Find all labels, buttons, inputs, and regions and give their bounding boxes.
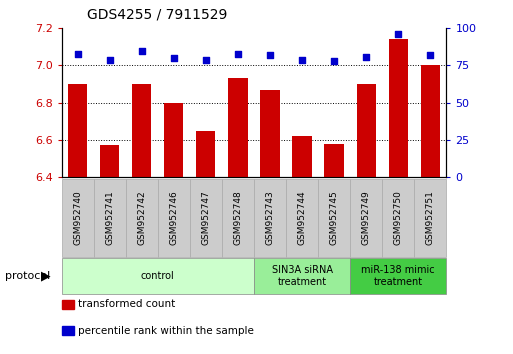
Bar (132, 84, 151, 177)
Text: GSM952742: GSM952742 (137, 190, 146, 245)
Text: GSM952740: GSM952740 (73, 190, 82, 245)
Bar (389, 40, 408, 177)
Text: GSM952743: GSM952743 (265, 190, 274, 245)
Text: transformed count: transformed count (78, 299, 175, 309)
Text: protocol: protocol (5, 271, 50, 281)
Bar (196, 131, 215, 177)
Text: miR-138 mimic
treatment: miR-138 mimic treatment (361, 265, 435, 287)
Point (330, 58, 338, 64)
Point (234, 51, 242, 56)
Point (266, 52, 274, 58)
Text: GSM952750: GSM952750 (393, 190, 403, 245)
Bar (228, 79, 247, 177)
Bar (100, 145, 119, 177)
Bar (68, 84, 87, 177)
Text: GDS4255 / 7911529: GDS4255 / 7911529 (87, 7, 228, 21)
Bar (421, 65, 440, 177)
Point (106, 57, 114, 62)
Text: GSM952745: GSM952745 (329, 190, 339, 245)
Text: control: control (141, 271, 174, 281)
Text: percentile rank within the sample: percentile rank within the sample (78, 326, 254, 336)
Point (73, 51, 82, 56)
Text: GSM952744: GSM952744 (298, 190, 307, 245)
Bar (324, 144, 344, 177)
Text: GSM952741: GSM952741 (105, 190, 114, 245)
Bar (292, 136, 311, 177)
Point (394, 32, 402, 37)
Point (202, 57, 210, 62)
Point (298, 57, 306, 62)
Text: GSM952746: GSM952746 (169, 190, 179, 245)
Point (362, 54, 370, 59)
Text: GSM952751: GSM952751 (426, 190, 435, 245)
Point (426, 52, 435, 58)
Text: ▶: ▶ (42, 270, 51, 282)
Bar (357, 84, 376, 177)
Bar (260, 90, 280, 177)
Text: GSM952747: GSM952747 (201, 190, 210, 245)
Point (170, 55, 178, 61)
Text: GSM952749: GSM952749 (362, 190, 371, 245)
Point (137, 48, 146, 53)
Bar (164, 103, 184, 177)
Text: GSM952748: GSM952748 (233, 190, 243, 245)
Text: SIN3A siRNA
treatment: SIN3A siRNA treatment (271, 265, 332, 287)
